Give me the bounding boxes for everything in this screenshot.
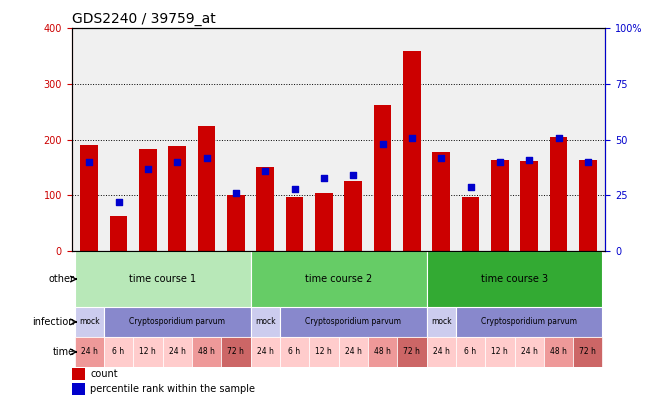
Point: [289, 185, 299, 192]
Point: [201, 154, 212, 161]
Bar: [339, 337, 368, 367]
Text: 48 h: 48 h: [550, 347, 567, 356]
Bar: [169, 147, 186, 251]
Bar: [397, 337, 426, 367]
Text: time course 1: time course 1: [129, 274, 196, 284]
Bar: [133, 337, 163, 367]
Text: 72 h: 72 h: [579, 347, 596, 356]
Text: Cryptosporidium parvum: Cryptosporidium parvum: [305, 318, 401, 326]
Text: 48 h: 48 h: [374, 347, 391, 356]
Point: [143, 166, 153, 172]
Bar: [227, 196, 245, 251]
Text: 12 h: 12 h: [492, 347, 508, 356]
Bar: [251, 337, 280, 367]
Text: 24 h: 24 h: [81, 347, 98, 356]
Bar: [491, 160, 508, 251]
Bar: [75, 307, 104, 337]
Point: [84, 159, 94, 165]
Bar: [485, 337, 514, 367]
Bar: [81, 145, 98, 251]
Bar: [104, 307, 251, 337]
Bar: [286, 197, 303, 251]
Bar: [280, 307, 426, 337]
Bar: [110, 216, 128, 251]
Bar: [75, 251, 251, 307]
Bar: [198, 126, 215, 251]
Bar: [426, 337, 456, 367]
Text: mock: mock: [255, 318, 275, 326]
Bar: [368, 337, 397, 367]
Bar: [315, 193, 333, 251]
Text: time: time: [53, 347, 75, 357]
Bar: [256, 166, 274, 251]
Text: 6 h: 6 h: [288, 347, 301, 356]
Text: other: other: [49, 274, 75, 284]
Point: [230, 190, 241, 196]
Text: time course 2: time course 2: [305, 274, 372, 284]
Bar: [374, 105, 391, 251]
Point: [583, 159, 593, 165]
Bar: [280, 337, 309, 367]
Text: 72 h: 72 h: [227, 347, 244, 356]
Point: [495, 159, 505, 165]
Bar: [520, 161, 538, 251]
Bar: [192, 337, 221, 367]
Text: 12 h: 12 h: [139, 347, 156, 356]
Point: [348, 172, 359, 179]
Text: 6 h: 6 h: [464, 347, 477, 356]
Bar: [403, 51, 421, 251]
Bar: [104, 337, 133, 367]
Text: time course 3: time course 3: [481, 274, 548, 284]
Bar: [462, 197, 479, 251]
Text: 72 h: 72 h: [404, 347, 421, 356]
Text: mock: mock: [79, 318, 100, 326]
Bar: [251, 307, 280, 337]
Bar: [544, 337, 573, 367]
Point: [524, 157, 534, 163]
Bar: [549, 137, 567, 251]
Point: [553, 134, 564, 141]
Bar: [579, 160, 596, 251]
Point: [260, 168, 270, 174]
Text: 6 h: 6 h: [113, 347, 124, 356]
Text: percentile rank within the sample: percentile rank within the sample: [90, 384, 255, 394]
Bar: [75, 337, 104, 367]
Text: Cryptosporidium parvum: Cryptosporidium parvum: [481, 318, 577, 326]
Point: [113, 199, 124, 205]
Bar: [72, 384, 85, 395]
Bar: [251, 251, 426, 307]
Bar: [456, 307, 602, 337]
Text: 24 h: 24 h: [521, 347, 538, 356]
Bar: [344, 181, 362, 251]
Point: [465, 183, 476, 190]
Bar: [456, 337, 485, 367]
Bar: [309, 337, 339, 367]
Bar: [426, 251, 602, 307]
Text: 48 h: 48 h: [198, 347, 215, 356]
Text: count: count: [90, 369, 118, 379]
Bar: [72, 369, 85, 380]
Point: [318, 175, 329, 181]
Text: 24 h: 24 h: [433, 347, 450, 356]
Bar: [514, 337, 544, 367]
Bar: [573, 337, 602, 367]
Bar: [221, 337, 251, 367]
Point: [378, 141, 388, 147]
Text: 12 h: 12 h: [316, 347, 332, 356]
Text: mock: mock: [431, 318, 452, 326]
Point: [407, 134, 417, 141]
Point: [172, 159, 182, 165]
Text: 24 h: 24 h: [345, 347, 361, 356]
Bar: [139, 149, 157, 251]
Bar: [432, 152, 450, 251]
Text: 24 h: 24 h: [256, 347, 273, 356]
Point: [436, 154, 447, 161]
Bar: [426, 307, 456, 337]
Bar: [163, 337, 192, 367]
Text: infection: infection: [32, 317, 75, 327]
Text: 24 h: 24 h: [169, 347, 186, 356]
Text: Cryptosporidium parvum: Cryptosporidium parvum: [129, 318, 225, 326]
Text: GDS2240 / 39759_at: GDS2240 / 39759_at: [72, 12, 215, 26]
